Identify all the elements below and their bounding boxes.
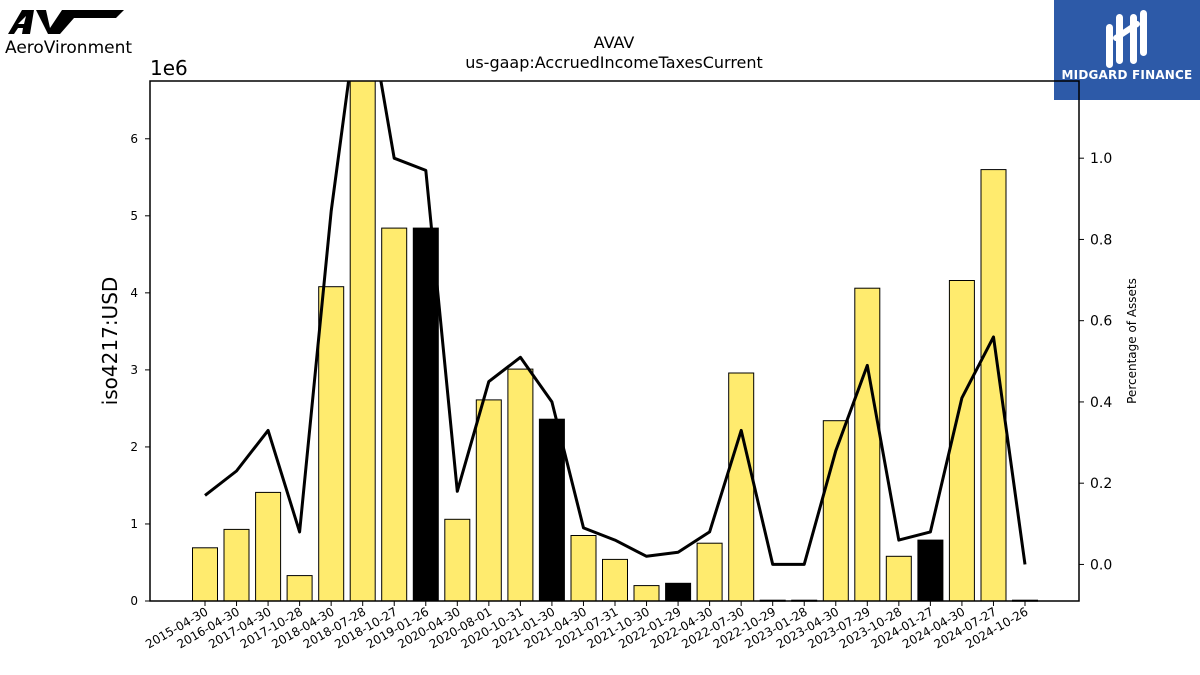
y-tick-label: 4 bbox=[130, 286, 138, 300]
bar bbox=[728, 372, 755, 602]
y-tick-label: 5 bbox=[130, 209, 138, 223]
bar bbox=[381, 227, 408, 602]
y-tick-label: 0 bbox=[130, 594, 138, 608]
y-tick-label: 2 bbox=[130, 440, 138, 454]
left-axis-ticks: 0 1 2 3 4 5 6 bbox=[130, 132, 150, 608]
bar bbox=[696, 542, 723, 602]
bar bbox=[885, 555, 912, 602]
x-axis-ticks: 2015-04-302016-04-302017-04-302017-10-28… bbox=[143, 601, 1031, 651]
bar bbox=[286, 575, 313, 602]
y2-axis-label: Percentage of Assets bbox=[1125, 278, 1139, 404]
bar-highlighted bbox=[412, 227, 439, 602]
y-axis-label: iso4217:USD bbox=[98, 277, 122, 406]
bar bbox=[507, 368, 534, 602]
y2-tick-label: 1.0 bbox=[1090, 151, 1112, 167]
y2-tick-label: 0.4 bbox=[1090, 395, 1112, 411]
y2-tick-label: 0.2 bbox=[1090, 476, 1112, 492]
y-tick-label: 3 bbox=[130, 363, 138, 377]
bar bbox=[948, 280, 975, 602]
midgard-finance-wordmark: MIDGARD FINANCE bbox=[1061, 68, 1193, 82]
y-tick-label: 6 bbox=[130, 132, 138, 146]
bar-highlighted bbox=[665, 582, 692, 602]
bar bbox=[570, 535, 597, 602]
bar bbox=[192, 547, 218, 602]
right-axis-ticks: 0.0 0.2 0.4 0.6 0.8 1.0 bbox=[1079, 151, 1112, 573]
bar bbox=[444, 518, 471, 602]
bar bbox=[475, 399, 502, 602]
plot-frame bbox=[149, 80, 1080, 602]
line-series bbox=[204, 81, 1027, 566]
midgard-icon bbox=[1106, 10, 1147, 68]
y2-tick-label: 0.0 bbox=[1090, 557, 1112, 573]
av-mark bbox=[8, 10, 124, 34]
bar-highlighted bbox=[538, 418, 565, 602]
bar bbox=[633, 585, 660, 602]
chart-subtitle: us-gaap:AccruedIncomeTaxesCurrent bbox=[465, 53, 763, 72]
bar-highlighted bbox=[917, 539, 944, 602]
y-tick-label: 1 bbox=[130, 517, 138, 531]
bar bbox=[980, 169, 1007, 602]
percentage-line bbox=[204, 81, 1027, 566]
bar bbox=[318, 286, 345, 602]
aerovironment-logo: AeroVironment bbox=[5, 10, 132, 58]
y2-tick-label: 0.6 bbox=[1090, 314, 1112, 330]
bar bbox=[602, 558, 628, 602]
bar-series bbox=[192, 80, 1038, 602]
bar bbox=[854, 287, 881, 602]
chart-title: AVAV bbox=[594, 33, 635, 52]
bar bbox=[255, 491, 282, 602]
aerovironment-wordmark: AeroVironment bbox=[5, 38, 132, 58]
y2-tick-label: 0.8 bbox=[1090, 232, 1112, 248]
y-scale-label: 1e6 bbox=[150, 56, 188, 80]
bar bbox=[349, 80, 376, 602]
bar bbox=[223, 528, 250, 602]
